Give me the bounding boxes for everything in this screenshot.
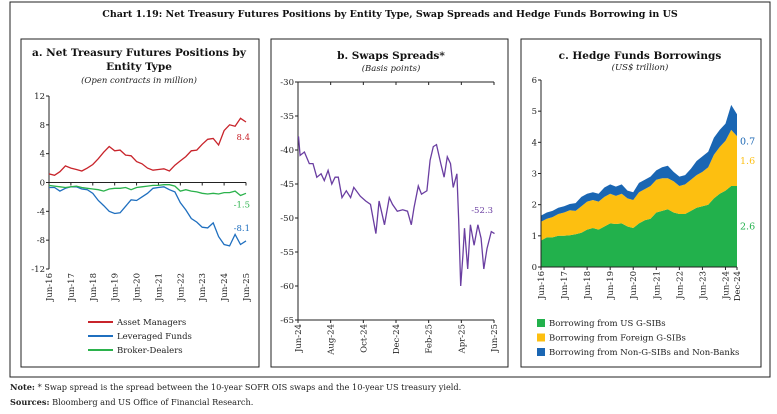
legend-swatch <box>537 333 545 342</box>
y-tick-label: 3 <box>532 170 537 180</box>
end-value-label: -8.1 <box>234 224 250 234</box>
panel-b-title: b. Swaps Spreads* <box>337 50 445 62</box>
panel-c-title: c. Hedge Funds Borrowings <box>559 50 722 62</box>
legend-label: Asset Managers <box>116 318 186 328</box>
panel-a-net-treasury-futures: a. Net Treasury Futures Positions by Ent… <box>20 38 260 368</box>
x-tick-label: Jun-18 <box>583 271 593 300</box>
x-tick-label: Jun-20 <box>133 273 143 302</box>
figure: Chart 1.19: Net Treasury Futures Positio… <box>9 1 771 378</box>
x-tick-label: Jun-17 <box>560 271 570 300</box>
legend-label: Borrowing from Foreign G-SIBs <box>549 334 686 344</box>
x-tick-label: Jun-22 <box>176 273 186 302</box>
note: Note: * Swap spread is the spread betwee… <box>10 382 461 392</box>
y-tick-label: -30 <box>280 78 294 88</box>
x-tick-label: Jun-16 <box>45 273 55 302</box>
y-tick-label: 5 <box>532 107 537 117</box>
panel-a-border <box>20 38 260 368</box>
y-tick-label: -55 <box>280 248 294 258</box>
sources-label: Sources: <box>10 397 50 407</box>
legend-label: Borrowing from US G-SIBs <box>549 319 666 329</box>
panel-c-subtitle: (US$ trillion) <box>612 62 669 73</box>
end-value-label: 2.6 <box>740 221 755 232</box>
series-line-swap-spread <box>297 136 495 287</box>
y-tick-label: 12 <box>34 92 45 102</box>
x-tick-label: Oct-24 <box>359 324 369 353</box>
panel-b-subtitle: (Basis points) <box>362 63 421 74</box>
sources-text: Bloomberg and US Office of Financial Res… <box>52 397 254 407</box>
x-tick-label: Dec-24 <box>392 324 402 354</box>
x-tick-label: Jun-21 <box>652 271 662 300</box>
y-tick-label: 4 <box>532 138 537 148</box>
y-tick-label: -65 <box>280 316 294 326</box>
x-tick-label: Jun-24 <box>721 271 731 300</box>
panel-a-subtitle: (Open contracts in million) <box>81 75 197 86</box>
y-tick-label: 0 <box>40 179 45 189</box>
y-tick-label: 2 <box>532 201 537 211</box>
x-tick-label: Apr-25 <box>457 324 467 354</box>
figure-title: Chart 1.19: Net Treasury Futures Positio… <box>102 9 678 20</box>
panel-a-title-line1: a. Net Treasury Futures Positions by <box>32 47 247 59</box>
x-tick-label: Dec-24 <box>733 271 743 301</box>
y-tick-label: 1 <box>532 232 537 242</box>
x-tick-label: Jun-16 <box>537 271 547 300</box>
y-tick-label: 0 <box>532 263 537 273</box>
note-label: Note: <box>10 382 35 392</box>
y-tick-label: -45 <box>280 180 294 190</box>
x-tick-label: Jun-21 <box>154 273 164 302</box>
panel-b-swap-spreads: b. Swaps Spreads* (Basis points) -30 -35 -… <box>270 38 509 368</box>
series-line-leveraged-funds <box>49 186 247 247</box>
end-value-label: 0.7 <box>740 136 755 147</box>
x-tick-label: Jun-19 <box>606 271 616 300</box>
series-line-broker-dealers <box>48 184 247 197</box>
end-value-label: -52.3 <box>471 206 493 216</box>
x-tick-label: Jun-23 <box>698 271 708 300</box>
x-tick-label: Jun-18 <box>89 273 99 302</box>
end-value-label: 1.6 <box>740 156 755 167</box>
x-tick-label: Jun-25 <box>490 324 500 353</box>
y-tick-label: -4 <box>37 207 45 217</box>
x-tick-label: Feb-25 <box>425 324 435 354</box>
series-area-borrowing-from-foreign-g-sibs <box>541 129 737 241</box>
legend-swatch <box>537 319 545 327</box>
y-tick-label: -60 <box>280 282 294 292</box>
x-tick-label: Jun-20 <box>629 271 639 300</box>
sources: Sources: Bloomberg and US Office of Fina… <box>10 397 253 407</box>
x-tick-label: Jun-24 <box>294 324 304 353</box>
legend-label: Leveraged Funds <box>117 332 192 342</box>
end-value-label: 8.4 <box>236 133 250 143</box>
series-area-borrowing-from-non-g-sibs-and-non-banks <box>541 104 737 222</box>
legend-swatch <box>537 348 545 356</box>
y-tick-label: -40 <box>280 146 294 156</box>
series-line-asset-managers <box>48 117 247 177</box>
y-tick-label: -50 <box>280 214 294 224</box>
panel-b-border <box>270 38 509 368</box>
legend-label: Borrowing from Non-G-SIBs and Non-Banks <box>549 348 739 358</box>
y-tick-label: -12 <box>31 265 45 275</box>
x-tick-label: Jun-22 <box>675 271 685 300</box>
end-value-label: -1.5 <box>234 200 250 210</box>
x-tick-label: Aug-24 <box>327 324 337 356</box>
y-tick-label: 8 <box>40 121 45 131</box>
panel-c-hedge-fund-borrowings: c. Hedge Funds Borrowings (US$ trillion)… <box>520 38 762 368</box>
x-tick-label: Jun-19 <box>111 273 121 302</box>
panel-a-title-line2: Entity Type <box>106 61 172 73</box>
x-tick-label: Jun-17 <box>67 273 77 302</box>
x-tick-label: Jun-23 <box>198 273 208 302</box>
panel-c-border <box>520 38 762 368</box>
note-text: * Swap spread is the spread between the … <box>37 382 462 392</box>
x-tick-label: Jun-24 <box>220 273 230 302</box>
y-tick-label: 4 <box>40 150 45 160</box>
legend-label: Broker-Dealers <box>117 346 183 356</box>
y-tick-label: 6 <box>532 76 537 86</box>
figure-border <box>9 1 771 378</box>
x-tick-label: Jun-25 <box>242 273 252 302</box>
series-area-borrowing-from-us-g-sibs <box>541 186 737 267</box>
y-tick-label: -35 <box>280 112 294 122</box>
y-tick-label: -8 <box>37 236 45 246</box>
